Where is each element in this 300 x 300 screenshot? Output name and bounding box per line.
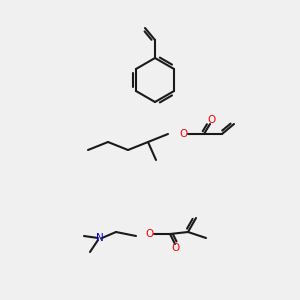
- Text: O: O: [172, 243, 180, 253]
- Text: O: O: [146, 229, 154, 239]
- Text: O: O: [208, 115, 216, 125]
- Text: N: N: [96, 233, 104, 243]
- Text: O: O: [180, 129, 188, 139]
